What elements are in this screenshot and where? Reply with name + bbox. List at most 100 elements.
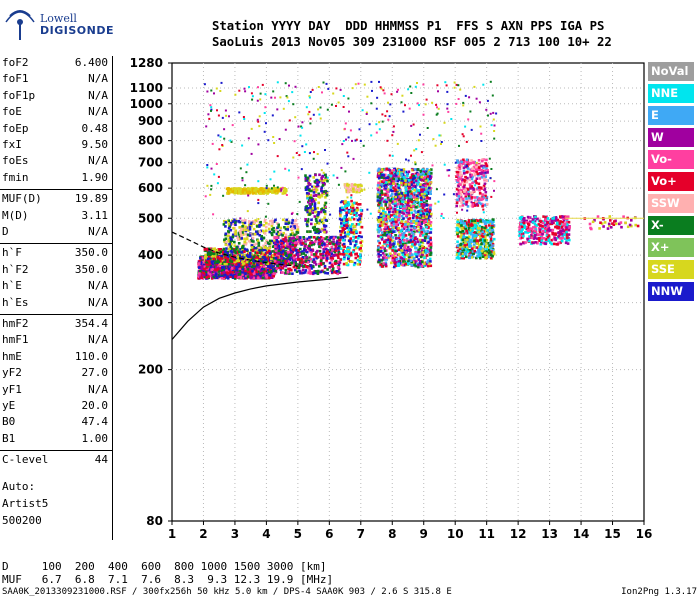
echo-point xyxy=(394,185,398,188)
echo-point xyxy=(322,190,326,194)
echo-point xyxy=(231,253,234,256)
echo-point xyxy=(356,218,360,222)
echo-point xyxy=(316,183,319,186)
echo-point xyxy=(337,256,340,260)
echo-point xyxy=(383,180,386,183)
echo-point xyxy=(381,209,385,212)
echo-point xyxy=(222,247,226,251)
echo-point xyxy=(309,272,312,275)
echo-point xyxy=(253,256,257,260)
echo-point xyxy=(296,225,300,229)
param-separator xyxy=(0,189,112,191)
echo-point xyxy=(322,247,325,251)
echo-point xyxy=(427,218,430,222)
echo-point xyxy=(403,209,406,212)
echo-point xyxy=(341,227,344,230)
echo-point xyxy=(410,183,413,187)
echo-point xyxy=(224,243,228,246)
echo-point xyxy=(245,237,249,240)
echo-point xyxy=(297,266,300,269)
echo-point xyxy=(379,180,382,183)
echo-point xyxy=(403,244,407,247)
echo-point xyxy=(358,260,361,264)
echo-point xyxy=(400,192,404,195)
echo-point xyxy=(274,269,277,273)
echo-point xyxy=(394,264,398,268)
echo-point xyxy=(326,244,329,247)
echo-point xyxy=(415,200,418,203)
param-separator xyxy=(0,314,112,315)
echo-point xyxy=(250,275,254,279)
param-name: foF1 xyxy=(2,72,29,86)
echo-point xyxy=(281,271,284,274)
echo-point xyxy=(393,254,396,258)
echo-point xyxy=(412,184,415,188)
echo-point xyxy=(394,204,397,208)
echo-point xyxy=(344,183,347,186)
echo-point xyxy=(380,216,384,219)
echo-point xyxy=(248,264,252,268)
param-value: N/A xyxy=(88,105,108,119)
x-tick-label: 5 xyxy=(294,527,302,541)
echo-point xyxy=(303,245,307,248)
echo-point xyxy=(231,235,235,239)
echo-point xyxy=(318,245,321,248)
echo-point xyxy=(303,263,307,267)
echo-point xyxy=(250,265,254,269)
echo-point xyxy=(287,267,290,271)
echo-point xyxy=(314,185,318,189)
echo-point xyxy=(234,221,237,224)
echo-point xyxy=(299,251,302,254)
echo-point xyxy=(325,252,328,255)
echo-point xyxy=(395,209,399,212)
echo-point xyxy=(391,189,394,193)
echo-point xyxy=(280,237,284,240)
echo-point xyxy=(320,244,323,247)
echo-point xyxy=(313,236,316,239)
echo-point xyxy=(268,230,272,234)
echo-point xyxy=(272,259,275,263)
echo-point xyxy=(205,276,208,279)
echo-point xyxy=(310,267,313,270)
echo-point xyxy=(417,176,421,179)
echo-point xyxy=(252,245,255,248)
y-tick-label: 500 xyxy=(138,211,163,225)
echo-point xyxy=(355,223,359,226)
echo-point xyxy=(206,257,210,261)
echo-point xyxy=(292,248,295,251)
echo-point xyxy=(276,240,280,244)
echo-point xyxy=(422,196,425,199)
echo-point xyxy=(197,276,201,280)
echo-point xyxy=(247,266,250,269)
echo-point xyxy=(357,235,361,238)
echo-point xyxy=(381,212,385,215)
echo-point xyxy=(343,215,346,219)
echo-point xyxy=(275,260,279,264)
echo-point xyxy=(348,253,352,256)
echo-point xyxy=(379,253,382,257)
echo-point xyxy=(417,220,421,223)
echo-point xyxy=(421,251,425,254)
echo-point xyxy=(345,226,349,230)
echo-point xyxy=(281,259,285,262)
param-row: fxI 9.50 xyxy=(0,138,111,154)
echo-point xyxy=(357,189,360,192)
echo-point xyxy=(328,266,331,269)
echo-point xyxy=(389,187,393,191)
echo-point xyxy=(394,261,398,264)
param-name: fxI xyxy=(2,138,22,151)
echo-point xyxy=(226,277,230,280)
echo-point xyxy=(409,176,412,179)
echo-point xyxy=(389,252,392,255)
echo-point xyxy=(343,257,346,261)
echo-point xyxy=(354,256,358,260)
echo-point xyxy=(280,246,283,249)
echo-point xyxy=(414,187,418,191)
echo-point xyxy=(343,245,346,249)
echo-point xyxy=(399,233,402,237)
echo-point xyxy=(264,229,268,232)
echo-point xyxy=(353,245,356,249)
echo-point xyxy=(407,217,410,221)
echo-point xyxy=(317,192,320,196)
echo-point xyxy=(384,211,387,214)
